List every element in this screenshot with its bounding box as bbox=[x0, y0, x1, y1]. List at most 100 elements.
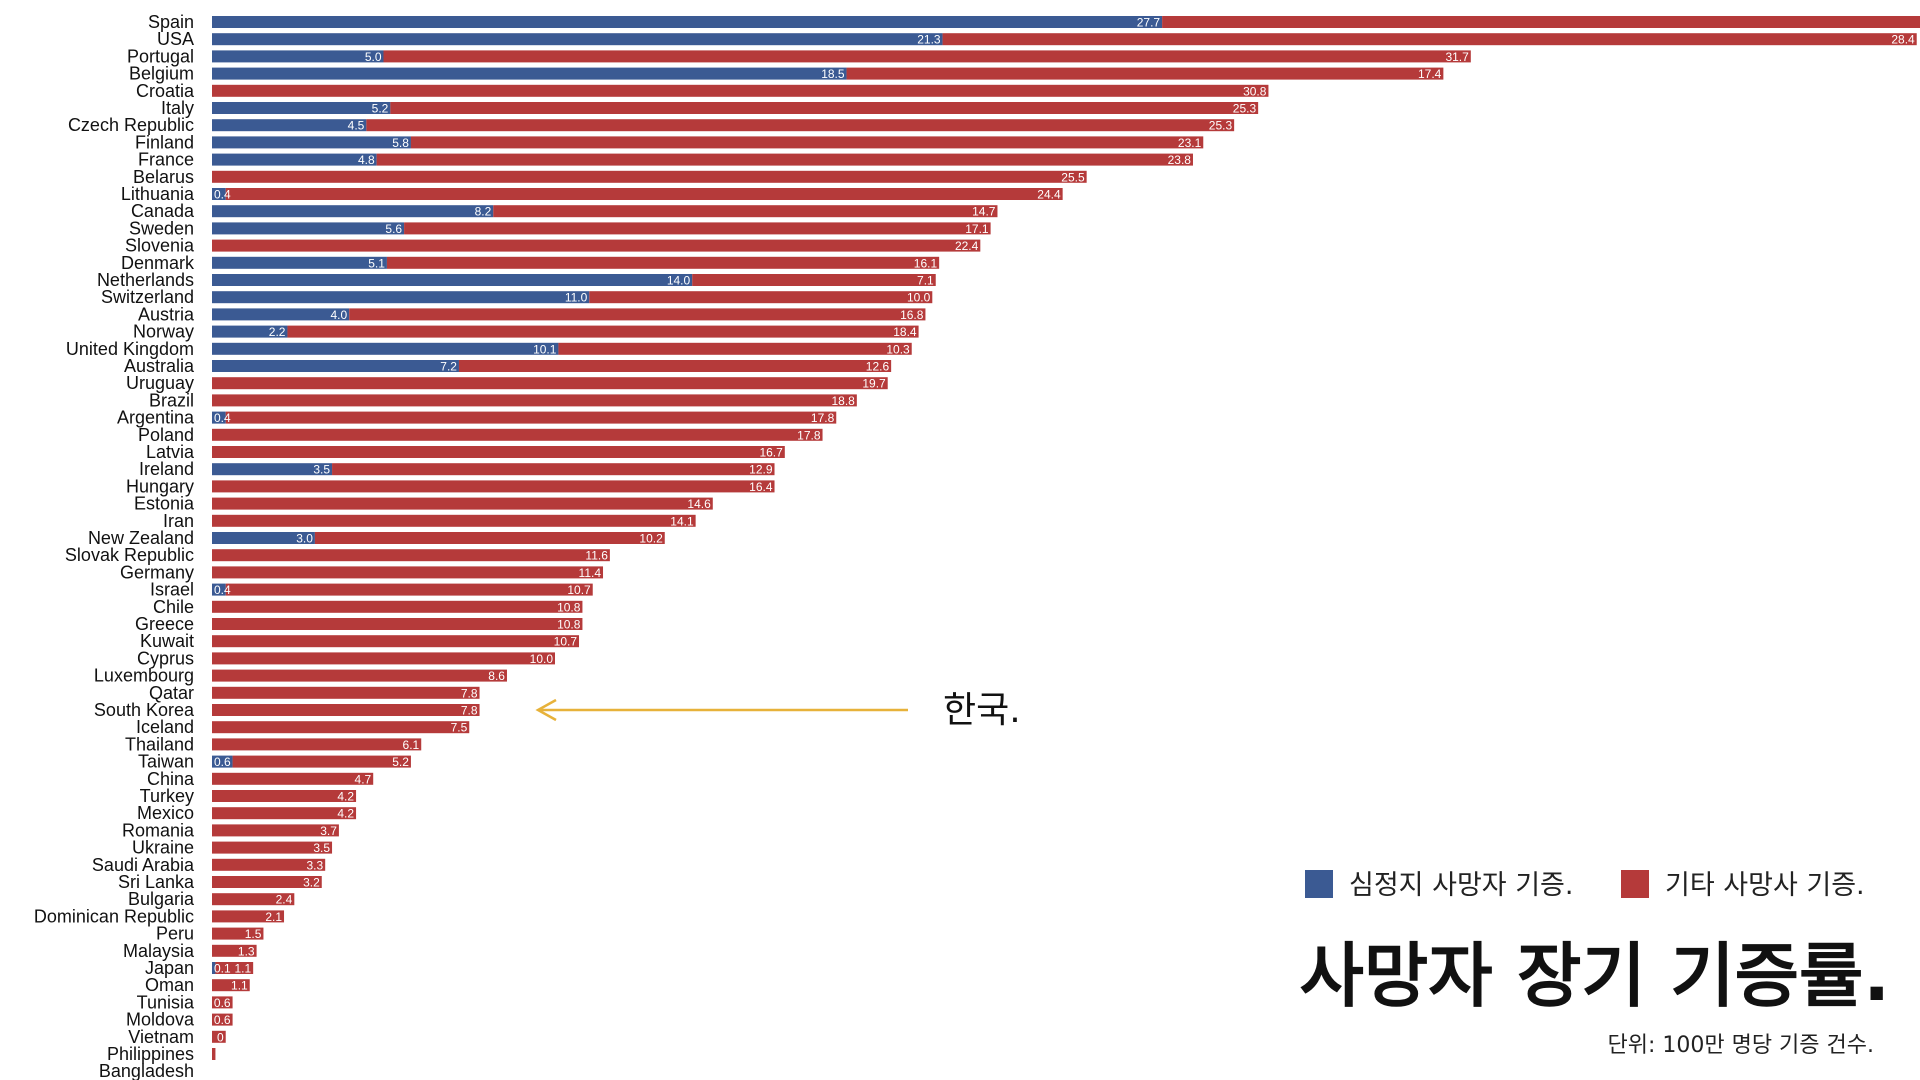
category-label-saudi-arabia: Saudi Arabia bbox=[92, 855, 195, 875]
category-label-taiwan: Taiwan bbox=[138, 752, 194, 772]
category-label-belgium: Belgium bbox=[129, 64, 194, 84]
bar-other-death-belarus bbox=[212, 170, 1087, 183]
value-label-other-death-vietnam: 0 bbox=[217, 1030, 224, 1044]
value-label-brain-death-new-zealand: 3.0 bbox=[296, 532, 313, 546]
category-label-japan: Japan bbox=[145, 958, 194, 978]
value-label-other-death-iran: 14.1 bbox=[670, 514, 694, 528]
category-label-belarus: Belarus bbox=[133, 167, 194, 187]
value-label-brain-death-usa: 21.3 bbox=[917, 33, 941, 47]
category-label-canada: Canada bbox=[131, 201, 195, 221]
bar-other-death-japan bbox=[215, 962, 254, 974]
value-label-brain-death-finland: 5.8 bbox=[392, 136, 409, 150]
bar-other-death-france bbox=[376, 153, 1193, 166]
category-label-turkey: Turkey bbox=[140, 786, 194, 806]
value-label-other-death-poland: 17.8 bbox=[797, 428, 821, 442]
value-label-other-death-denmark: 16.1 bbox=[914, 256, 938, 270]
bar-other-death-china bbox=[212, 772, 374, 785]
value-label-other-death-france: 23.8 bbox=[1168, 153, 1192, 167]
bar-other-death-greece bbox=[212, 618, 583, 630]
bar-other-death-moldova bbox=[212, 1013, 233, 1026]
category-label-new-zealand: New Zealand bbox=[88, 528, 194, 548]
category-label-oman: Oman bbox=[145, 975, 194, 995]
category-label-hungary: Hungary bbox=[126, 476, 194, 496]
category-label-qatar: Qatar bbox=[149, 683, 194, 703]
chart-title: 사망자 장기 기증률. bbox=[1299, 935, 1890, 1017]
annotation-arrow-head bbox=[535, 698, 557, 722]
category-label-portugal: Portugal bbox=[127, 46, 194, 66]
category-label-sri-lanka: Sri Lanka bbox=[118, 872, 195, 892]
value-label-other-death-greece: 10.8 bbox=[557, 618, 581, 632]
bar-other-death-slovak-republic bbox=[212, 549, 610, 562]
bar-brain-death-australia bbox=[212, 360, 459, 372]
value-label-other-death-finland: 23.1 bbox=[1178, 136, 1202, 150]
bar-other-death-philippines bbox=[212, 1048, 216, 1060]
value-label-other-death-hungary: 16.4 bbox=[749, 480, 773, 494]
category-label-vietnam: Vietnam bbox=[128, 1027, 194, 1047]
value-label-other-death-japan: 1.1 bbox=[234, 962, 251, 976]
value-label-other-death-germany: 11.4 bbox=[579, 566, 602, 580]
value-label-brain-death-united-kingdom: 10.1 bbox=[533, 342, 557, 356]
bar-other-death-ireland bbox=[332, 463, 775, 476]
bar-other-death-iceland bbox=[212, 721, 470, 734]
category-label-brazil: Brazil bbox=[149, 390, 194, 410]
bar-brain-death-argentina bbox=[212, 411, 226, 424]
category-label-israel: Israel bbox=[150, 580, 194, 600]
bar-brain-death-belgium bbox=[212, 67, 847, 80]
category-label-latvia: Latvia bbox=[146, 442, 195, 462]
bar-other-death-hungary bbox=[212, 480, 775, 493]
value-label-other-death-canada: 14.7 bbox=[972, 205, 996, 219]
bar-brain-death-italy bbox=[212, 102, 391, 114]
value-label-other-death-moldova: 0.6 bbox=[214, 1013, 231, 1027]
value-label-brain-death-czech-republic: 4.5 bbox=[348, 119, 365, 133]
value-label-other-death-dominican-republic: 2.1 bbox=[265, 910, 282, 924]
bar-brain-death-norway bbox=[212, 325, 288, 338]
category-label-spain: Spain bbox=[148, 12, 194, 32]
category-label-uruguay: Uruguay bbox=[126, 373, 194, 393]
value-label-other-death-iceland: 7.5 bbox=[451, 721, 468, 735]
category-label-australia: Australia bbox=[124, 356, 195, 376]
bar-other-death-czech-republic bbox=[366, 119, 1235, 132]
category-label-china: China bbox=[147, 769, 195, 789]
value-label-brain-death-denmark: 5.1 bbox=[368, 256, 385, 270]
category-label-usa: USA bbox=[157, 29, 194, 49]
category-label-poland: Poland bbox=[138, 425, 194, 445]
category-label-france: France bbox=[138, 150, 194, 170]
value-label-brain-death-portugal: 5.0 bbox=[365, 50, 382, 64]
legend-swatch-brain-death bbox=[1305, 870, 1333, 898]
value-label-other-death-australia: 12.6 bbox=[866, 360, 890, 374]
value-label-other-death-norway: 18.4 bbox=[893, 325, 917, 339]
value-label-other-death-oman: 1.1 bbox=[231, 979, 248, 993]
value-label-other-death-thailand: 6.1 bbox=[403, 738, 420, 752]
value-label-other-death-romania: 3.7 bbox=[320, 824, 337, 838]
value-label-other-death-netherlands: 7.1 bbox=[917, 274, 934, 288]
bar-other-death-switzerland bbox=[589, 291, 933, 304]
category-label-ukraine: Ukraine bbox=[132, 838, 194, 858]
category-label-denmark: Denmark bbox=[121, 253, 195, 273]
bar-other-death-oman bbox=[212, 979, 250, 992]
value-label-brain-death-ireland: 3.5 bbox=[313, 463, 330, 477]
bar-other-death-latvia bbox=[212, 446, 785, 458]
bar-brain-death-japan bbox=[212, 962, 216, 974]
value-label-other-death-sri-lanka: 3.2 bbox=[303, 876, 320, 890]
category-label-dominican-republic: Dominican Republic bbox=[34, 906, 194, 926]
category-label-finland: Finland bbox=[135, 132, 194, 152]
category-label-bulgaria: Bulgaria bbox=[128, 889, 195, 909]
value-label-other-death-belgium: 17.4 bbox=[1418, 67, 1442, 81]
category-label-iran: Iran bbox=[163, 511, 194, 531]
bar-other-death-argentina bbox=[225, 411, 837, 424]
legend-swatch-other-death bbox=[1621, 870, 1649, 898]
category-label-romania: Romania bbox=[122, 820, 195, 840]
bar-brain-death-taiwan bbox=[212, 755, 233, 768]
bar-other-death-dominican-republic bbox=[212, 910, 285, 923]
value-label-brain-death-switzerland: 11.0 bbox=[565, 291, 588, 305]
value-label-brain-death-lithuania: 0.4 bbox=[214, 188, 231, 202]
bar-other-death-finland bbox=[410, 136, 1204, 149]
category-label-philippines: Philippines bbox=[107, 1044, 194, 1064]
category-label-norway: Norway bbox=[133, 322, 194, 342]
value-label-other-death-new-zealand: 10.2 bbox=[639, 532, 663, 546]
value-label-other-death-south-korea: 7.8 bbox=[461, 704, 478, 718]
bar-other-death-bulgaria bbox=[212, 893, 295, 906]
bar-brain-death-united-kingdom bbox=[212, 342, 559, 355]
bar-other-death-peru bbox=[212, 927, 264, 940]
